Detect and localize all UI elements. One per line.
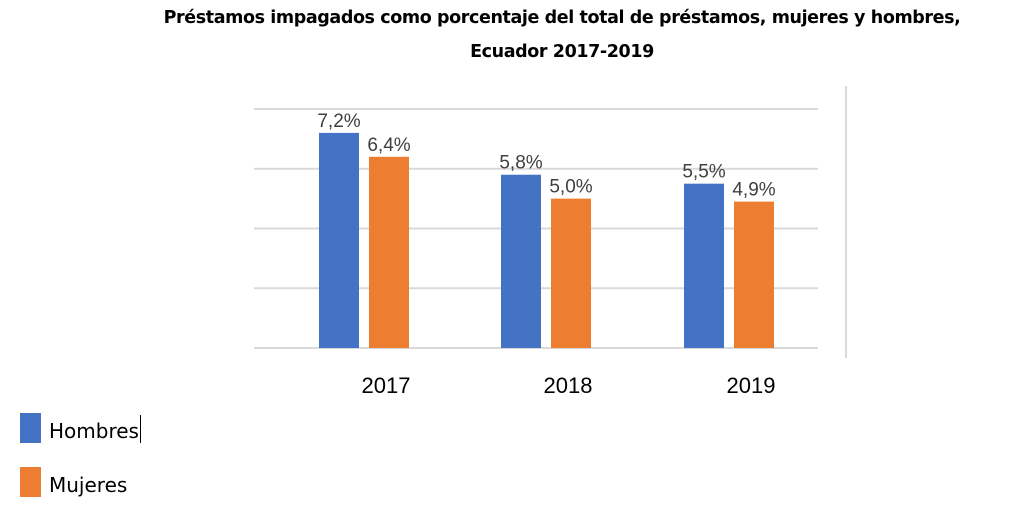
chart-title-line-2: Ecuador 2017-2019 bbox=[470, 42, 654, 62]
data-label-hombres-2017: 7,2% bbox=[317, 111, 360, 132]
legend-swatch-mujeres bbox=[20, 467, 41, 497]
text-cursor bbox=[139, 415, 141, 443]
legend-label-hombres: Hombres bbox=[49, 419, 139, 443]
x-tick-2019: 2019 bbox=[727, 373, 776, 398]
legend-swatch-hombres bbox=[20, 413, 41, 443]
legend-item-mujeres: Mujeres bbox=[20, 467, 127, 497]
data-label-hombres-2019: 5,5% bbox=[682, 162, 725, 183]
data-label-mujeres-2019: 4,9% bbox=[732, 180, 775, 201]
bar-hombres-2018 bbox=[501, 174, 541, 348]
data-labels: 7,2% 6,4% 5,8% 5,0% 5,5% 4,9% bbox=[317, 111, 775, 201]
legend-item-hombres: Hombres bbox=[20, 413, 141, 443]
x-axis-ticks: 2017 2018 2019 bbox=[362, 373, 776, 398]
x-tick-2017: 2017 bbox=[362, 373, 411, 398]
bar-hombres-2017 bbox=[319, 132, 359, 348]
bars bbox=[319, 132, 774, 348]
chart-title-line-1: Préstamos impagados como porcentaje del … bbox=[163, 8, 961, 28]
bar-mujeres-2017 bbox=[369, 156, 409, 348]
data-label-hombres-2018: 5,8% bbox=[499, 153, 542, 174]
bar-hombres-2019 bbox=[684, 183, 724, 348]
bar-mujeres-2019 bbox=[734, 201, 774, 348]
x-tick-2018: 2018 bbox=[544, 373, 593, 398]
data-label-mujeres-2017: 6,4% bbox=[367, 135, 410, 156]
data-label-mujeres-2018: 5,0% bbox=[549, 177, 592, 198]
bar-mujeres-2018 bbox=[551, 198, 591, 348]
legend-label-mujeres: Mujeres bbox=[49, 473, 128, 497]
